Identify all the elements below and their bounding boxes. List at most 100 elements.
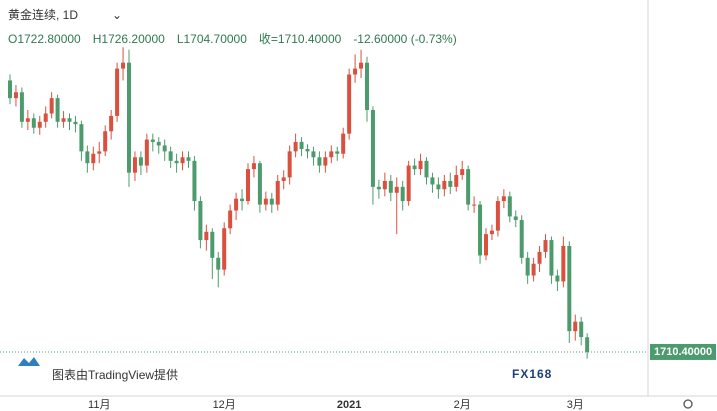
candle-body <box>210 231 215 258</box>
candle-body <box>478 204 483 256</box>
candle-body <box>73 121 78 125</box>
candle-body <box>25 118 30 122</box>
settings-icon[interactable] <box>683 399 693 409</box>
candle-body <box>418 160 423 170</box>
candle-body <box>466 169 471 205</box>
candle-body <box>103 131 108 152</box>
candle-body <box>287 151 292 178</box>
candle-body <box>317 157 322 166</box>
candle-body <box>180 157 185 164</box>
candle-body <box>121 62 126 69</box>
candle-body <box>537 251 542 264</box>
candle-body <box>37 121 42 128</box>
candle-body <box>168 151 173 161</box>
candle-body <box>489 230 494 235</box>
candle-body <box>275 180 280 205</box>
candle-body <box>305 149 310 152</box>
candle-body <box>484 234 488 256</box>
candle-body <box>400 186 405 202</box>
candle-body <box>436 184 441 190</box>
candle-body <box>448 180 453 187</box>
candle-body <box>31 118 36 128</box>
candle-body <box>234 198 239 211</box>
candle-body <box>412 165 417 170</box>
candle-body <box>347 74 352 134</box>
candle-body <box>573 321 578 332</box>
candle-body <box>561 245 566 282</box>
candle-body <box>507 196 512 217</box>
candle-body <box>495 201 500 231</box>
candle-body <box>323 157 328 166</box>
candle-body <box>192 160 197 202</box>
candle-body <box>549 240 554 276</box>
candle-body <box>567 245 572 332</box>
candle-body <box>55 98 60 122</box>
x-tick-label: 12月 <box>213 399 236 411</box>
candle-body <box>585 337 590 352</box>
candle-body <box>579 321 584 338</box>
candle-body <box>127 62 131 173</box>
candle-body <box>132 157 137 173</box>
ohlc-value: L1704.70000 <box>177 32 247 46</box>
candle-body <box>370 109 375 187</box>
candle-body <box>341 133 346 154</box>
candle-body <box>198 201 203 241</box>
candle-body <box>85 151 90 164</box>
attribution[interactable]: 图表由TradingView提供 <box>52 367 178 382</box>
ohlc-header: O1722.80000 H1726.20000 L1704.70000 收=1710.… <box>8 32 457 46</box>
candle-body <box>240 198 245 202</box>
last-price-tag <box>650 343 716 360</box>
candle-body <box>311 151 316 158</box>
candle-body <box>555 275 560 282</box>
tv-logo-bg <box>14 350 44 372</box>
candle-body <box>79 124 84 152</box>
candle-body <box>109 115 114 132</box>
ohlc-value: H1726.20000 <box>93 32 165 46</box>
x-tick-label: 2021 <box>337 399 361 411</box>
dropdown-icon[interactable]: ⌄ <box>112 8 122 22</box>
candle-body <box>138 157 143 166</box>
candle-body <box>329 151 334 158</box>
candle-body <box>501 196 506 202</box>
candle-body <box>115 68 120 116</box>
plot <box>8 47 590 359</box>
candle-body <box>394 186 399 193</box>
candle-body <box>91 153 96 164</box>
tv-logo <box>18 357 40 366</box>
candle-body <box>8 80 12 99</box>
candle-body <box>430 177 435 185</box>
candle-body <box>49 98 54 114</box>
ohlc-value: O1722.80000 <box>8 32 81 46</box>
candle-body <box>186 157 191 161</box>
candle-body <box>222 228 227 270</box>
candle-body <box>525 257 530 276</box>
x-tick-label: 11月 <box>88 399 110 411</box>
candle-body <box>263 198 268 205</box>
candle-body <box>216 257 221 270</box>
candle-body <box>156 141 161 146</box>
candle-body <box>204 231 209 241</box>
candle-body <box>454 175 459 187</box>
candle-body <box>388 180 393 193</box>
candle-body <box>174 160 179 164</box>
ohlc-value: -12.60000 (-0.73%) <box>353 32 456 46</box>
last-price-label: 1710.40000 <box>654 346 712 358</box>
candle-body <box>144 139 149 166</box>
candle-body <box>13 92 18 99</box>
candle-body <box>43 113 48 122</box>
candle-body <box>365 62 369 110</box>
ohlc-value: 收=1710.40000 <box>259 32 342 46</box>
candle-body <box>251 163 256 170</box>
candle-body <box>359 62 364 69</box>
chart-title: 黄金连续, 1D <box>8 7 78 22</box>
candle-body <box>257 163 262 205</box>
candle-body <box>406 165 411 202</box>
candle-body <box>424 160 429 178</box>
candle-body <box>293 141 298 152</box>
x-tick-label: 2月 <box>454 399 471 411</box>
x-tick-label: 3月 <box>567 399 584 411</box>
candle-body <box>299 141 304 150</box>
candle-body <box>150 139 155 142</box>
